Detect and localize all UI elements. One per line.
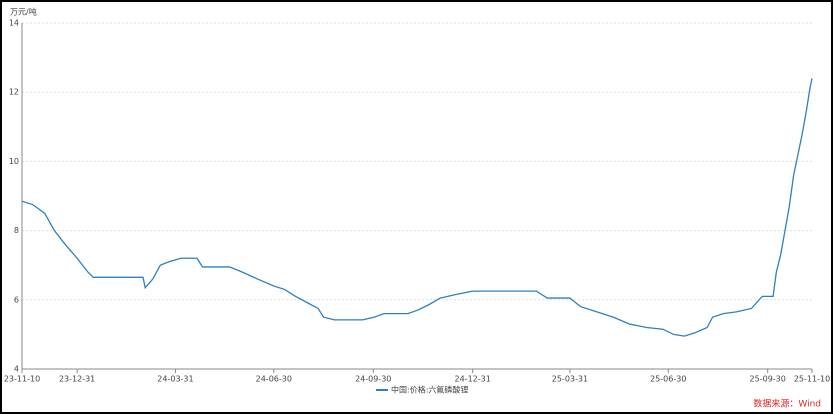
x-tick-label: 24-03-31	[157, 375, 193, 384]
x-tick-label: 25-03-31	[552, 375, 588, 384]
line	[21, 78, 813, 337]
x-tick-label: 24-09-30	[355, 375, 391, 384]
x-tick-label: 25-11-10	[794, 375, 830, 384]
x-tick-label: 24-06-30	[256, 375, 292, 384]
y-tick-label: 8	[14, 226, 19, 235]
x-tick-label: 23-11-10	[4, 375, 40, 384]
legend-label: 中国:价格:六氟磷酸锂	[391, 385, 468, 395]
x-tick-label: 25-09-30	[750, 375, 786, 384]
source: 数据来源：Wind	[753, 398, 821, 410]
y-tick-label: 6	[14, 295, 19, 304]
y-tick-label: 10	[9, 157, 19, 166]
x-tick-label: 23-12-31	[59, 375, 95, 384]
y-tick-label: 4	[14, 365, 19, 374]
y-axis-label: 万元/吨	[10, 7, 37, 17]
x-tick-label: 25-06-30	[650, 375, 686, 384]
y-tick-label: 14	[9, 19, 19, 28]
y-tick-label: 12	[9, 88, 19, 97]
x-tick-label: 24-12-31	[455, 375, 491, 384]
